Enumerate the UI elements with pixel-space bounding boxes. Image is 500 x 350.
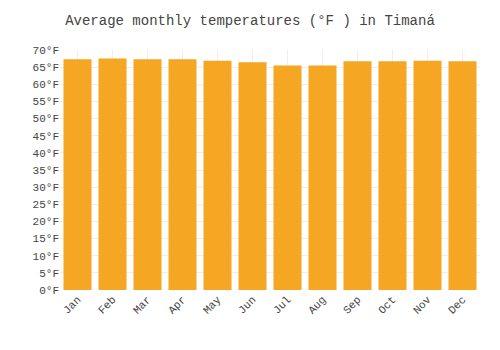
- svg-text:50°F: 50°F: [33, 113, 59, 125]
- svg-text:60°F: 60°F: [33, 79, 59, 91]
- svg-text:Jan: Jan: [61, 294, 83, 316]
- svg-text:Jun: Jun: [236, 294, 258, 316]
- svg-text:30°F: 30°F: [33, 182, 59, 194]
- svg-text:15°F: 15°F: [33, 233, 59, 245]
- svg-text:Average monthly temperatures (: Average monthly temperatures (°F ) in Ti…: [65, 13, 435, 29]
- svg-text:5°F: 5°F: [39, 268, 59, 280]
- svg-text:Apr: Apr: [166, 294, 188, 316]
- svg-text:Sep: Sep: [341, 294, 363, 316]
- svg-text:Feb: Feb: [96, 294, 118, 316]
- svg-text:40°F: 40°F: [33, 148, 59, 160]
- svg-text:65°F: 65°F: [33, 62, 59, 74]
- svg-text:35°F: 35°F: [33, 165, 59, 177]
- svg-text:Nov: Nov: [411, 294, 434, 317]
- svg-text:Jul: Jul: [271, 294, 293, 316]
- svg-text:70°F: 70°F: [33, 45, 59, 57]
- svg-text:Oct: Oct: [376, 294, 398, 316]
- svg-text:55°F: 55°F: [33, 96, 59, 108]
- svg-text:10°F: 10°F: [33, 251, 59, 263]
- svg-text:0°F: 0°F: [39, 285, 59, 297]
- svg-text:Aug: Aug: [306, 294, 328, 316]
- svg-text:May: May: [201, 294, 224, 317]
- svg-text:20°F: 20°F: [33, 216, 59, 228]
- svg-text:Mar: Mar: [131, 294, 153, 316]
- svg-text:25°F: 25°F: [33, 199, 59, 211]
- svg-text:45°F: 45°F: [33, 131, 59, 143]
- svg-text:Dec: Dec: [446, 294, 468, 316]
